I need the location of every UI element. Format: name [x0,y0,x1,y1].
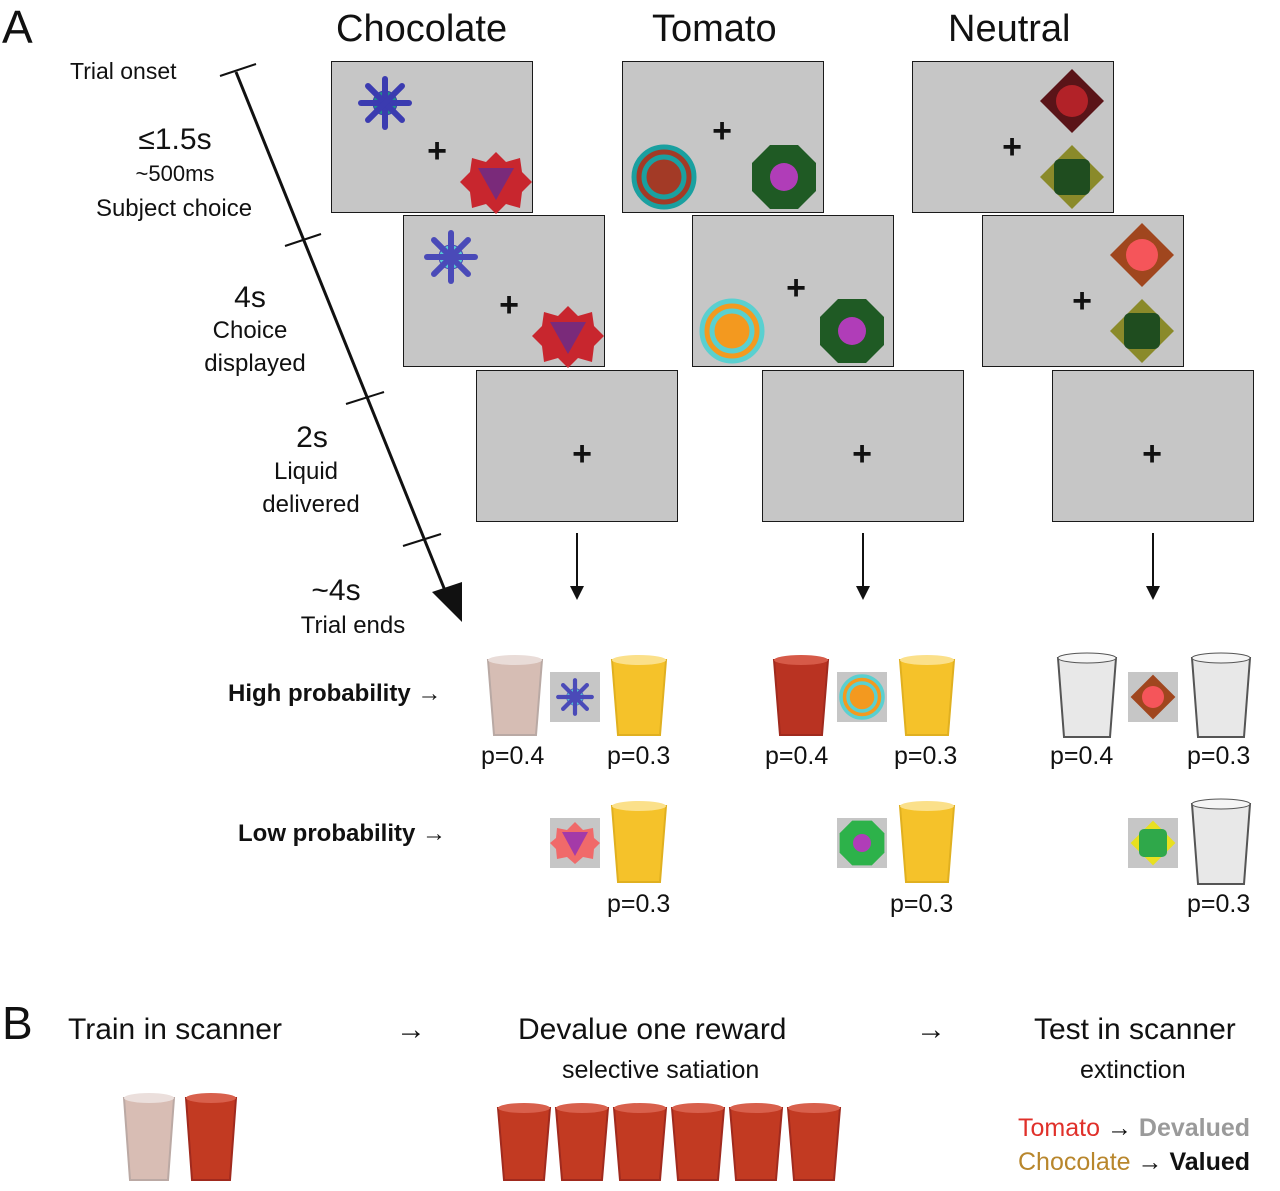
glass-tomato-juice [786,1103,842,1181]
fixation-cross: + [786,269,806,307]
glass-chocolate-milk [122,1093,176,1181]
screen-tomato-2: + [692,215,894,367]
legend-devalued: Devalued [1138,1114,1251,1142]
legend-chocolate: Chocolate [1018,1148,1131,1176]
step-train-in-scanner: Train in scanner [68,1013,282,1046]
step-arrow-2: → [916,1013,946,1046]
p-value-tomato-high: p=0.4 [765,742,829,770]
panel-a-letter: A [2,1,33,53]
stimulus-red-star [460,152,532,214]
p-value-neutral-low: p=0.3 [1187,890,1251,918]
fixation-cross: + [852,435,872,473]
fixation-cross: + [427,132,447,170]
step-devalue-sub: selective satiation [562,1056,760,1084]
timeline-t3-time: 2s [296,421,328,454]
timeline-onset: Trial onset [70,58,177,84]
p-value-chocolate-high: p=0.4 [481,742,545,770]
stimulus-diamond-darkgreen [1110,299,1174,363]
timeline-t2-time: 4s [234,281,266,314]
column-header-neutral: Neutral [948,8,1071,50]
glass-water [1190,798,1252,885]
stimulus-octagon-green [820,299,884,363]
stimulus-green-diamond-small [1128,818,1178,868]
column-header-chocolate: Chocolate [336,8,508,50]
legend-arrow: → [1137,1148,1163,1176]
timeline-t2-sub1: Choice [212,317,288,344]
screen-chocolate-2: + [403,215,605,368]
fixation-cross: + [572,435,592,473]
legend-valued: Valued [1169,1148,1251,1176]
timeline-arrow [219,63,462,622]
timeline-t2-sub2: displayed [204,350,306,377]
step-test-sub: extinction [1080,1056,1186,1084]
p-value-neutral-high: p=0.4 [1050,742,1114,770]
screen-chocolate-1: + [331,61,533,214]
step-devalue-one-reward: Devalue one reward [518,1013,787,1046]
glass-chocolate-milk [486,655,544,736]
stimulus-snowflake-small [550,672,600,722]
fixation-cross: + [712,112,732,150]
p-value-chocolate-oj: p=0.3 [607,742,671,770]
stimulus-octagon-small [837,818,887,868]
glass-tomato-juice [496,1103,552,1181]
stimulus-diamond-darkgreen [1040,145,1104,209]
timeline-t3-sub1: Liquid [273,458,339,485]
p-value-tomato-low: p=0.3 [890,890,954,918]
stimulus-diamond-small [1128,672,1178,722]
legend-tomato: Tomato [1018,1114,1100,1142]
glass-tomato-juice [612,1103,668,1181]
panel-b-letter: B [2,997,33,1049]
p-value-chocolate-low: p=0.3 [607,890,671,918]
fixation-cross: + [1072,282,1092,320]
fixation-cross: + [1002,128,1022,166]
stimulus-octagon-green [752,145,816,209]
glass-orange-juice [610,801,668,883]
glass-water [1056,652,1118,738]
fixation-cross: + [1142,435,1162,473]
legend-arrow: → [1106,1114,1132,1142]
screen-tomato-3: + [762,370,964,522]
timeline-t3-sub2: delivered [262,491,360,518]
column-header-tomato: Tomato [652,8,777,50]
p-value-tomato-oj: p=0.3 [894,742,958,770]
stimulus-star-small [550,818,600,868]
stimulus-diamond-darkred [1040,69,1104,133]
outcome-icons [486,652,1252,885]
step-arrow-1: → [396,1013,426,1046]
glass-orange-juice [610,655,668,736]
timeline-t4-sub1: Trial ends [300,612,406,639]
glass-water [1190,652,1252,738]
glass-tomato-juice [184,1093,238,1181]
p-value-neutral-water: p=0.3 [1187,742,1251,770]
low-probability-label: Low probability → [238,820,446,847]
down-arrows [570,533,1160,600]
timeline-t4-time: ~4s [311,574,361,607]
stimulus-red-star [532,306,604,368]
glass-tomato-juice [728,1103,784,1181]
screen-neutral-3: + [1052,370,1254,522]
timeline-t1-sub2: Subject choice [95,195,253,222]
screen-neutral-1: + [912,61,1114,213]
timeline-t1-time: ≤1.5s [138,123,212,156]
legend-tomato-row: Tomato → Devalued [1018,1114,1250,1143]
glass-orange-juice [898,801,956,883]
fixation-cross: + [499,286,519,324]
glass-orange-juice [898,655,956,736]
step-test-in-scanner: Test in scanner [1034,1013,1236,1046]
screen-chocolate-3: + [476,370,678,522]
stimulus-wheel-small [837,672,887,722]
screen-neutral-2: + [982,215,1184,367]
high-probability-label: High probability → [228,680,442,707]
glass-tomato-juice [670,1103,726,1181]
glass-tomato-juice [772,655,830,736]
glass-tomato-juice [554,1103,610,1181]
screen-tomato-1: + [622,61,824,213]
timeline-t1-sub1: ~500ms [135,161,215,186]
legend-chocolate-row: Chocolate → Valued [1018,1148,1250,1177]
stimulus-diamond-salmon [1110,223,1174,287]
